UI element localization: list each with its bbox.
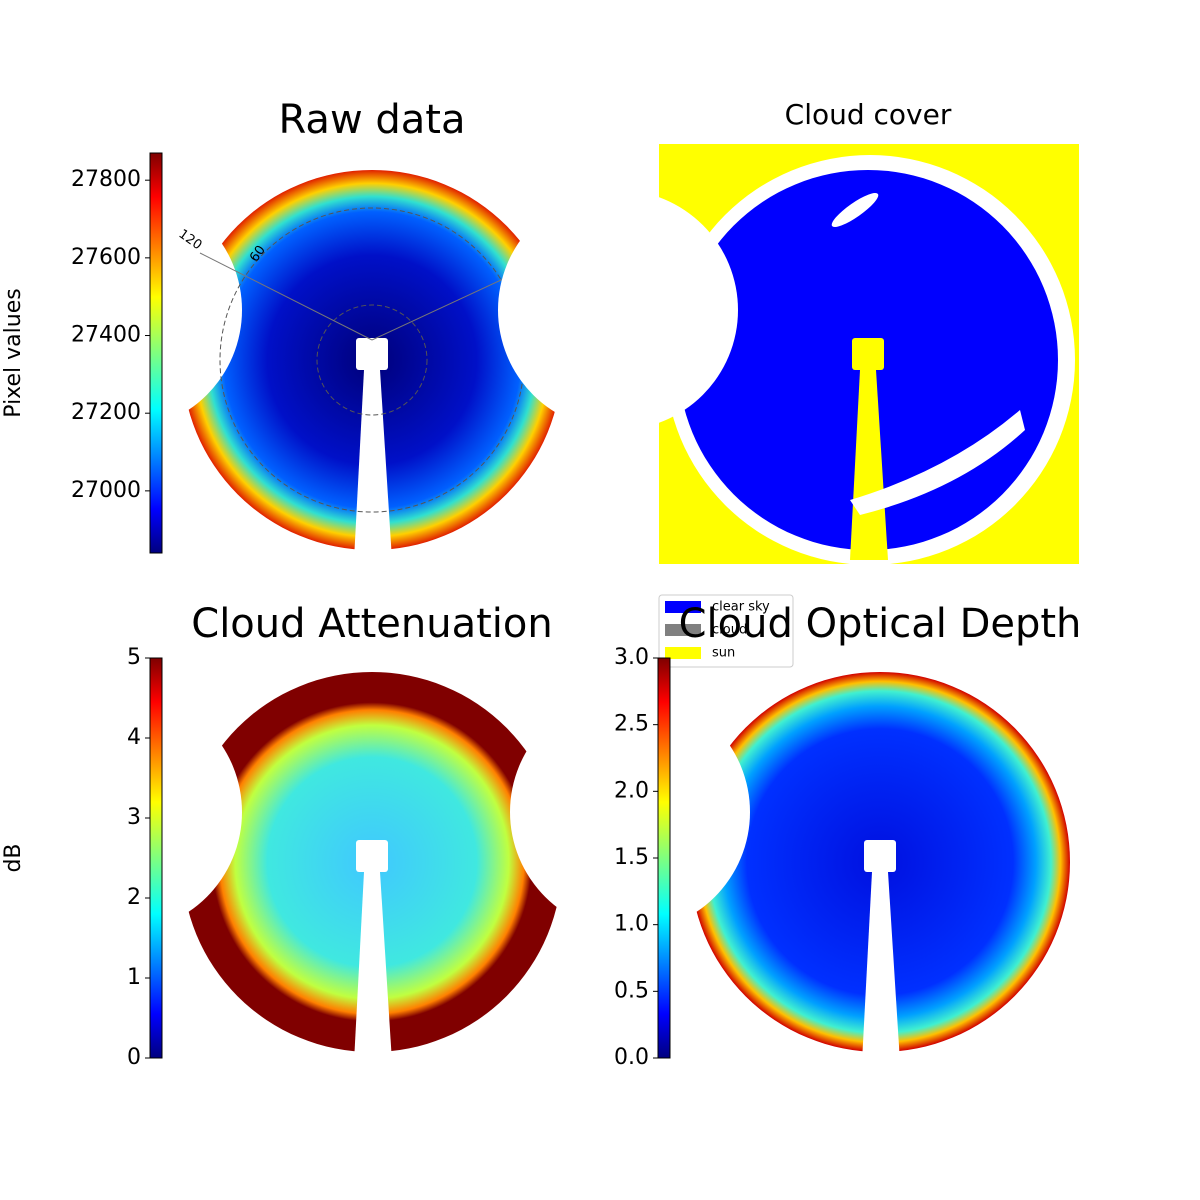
legend-swatch <box>665 601 701 613</box>
colorbar-tick-label: 27600 <box>71 245 141 270</box>
panel: 0 1 2 3 4 5 dB <box>1 645 562 1070</box>
horizon-cutout <box>498 190 738 430</box>
colorbar-tick-label: 1.5 <box>614 845 649 870</box>
colorbar-tick-label: 1 <box>127 965 141 990</box>
colorbar-tick-label: 2 <box>127 885 141 910</box>
colorbar <box>149 152 163 554</box>
polar-ring <box>316 304 428 416</box>
legend-swatch <box>665 647 701 659</box>
horizon-cutout <box>2 692 242 932</box>
colorbar-tick-label: 3 <box>127 805 141 830</box>
sun-shade <box>852 338 884 370</box>
legend-label: cloud <box>712 623 747 638</box>
legend-label: clear sky <box>712 600 770 615</box>
legend: clear sky cloud sun <box>658 594 794 668</box>
camera-mast <box>354 370 392 560</box>
colorbar <box>657 657 671 1059</box>
panel-title: Cloud cover <box>785 98 952 131</box>
cloud-band <box>850 410 1025 515</box>
horizon-cutout <box>2 190 242 430</box>
colorbar-tick-label: 2.0 <box>614 778 649 803</box>
horizon-cutout <box>510 692 750 932</box>
panel: clear sky cloud sun <box>498 144 1079 668</box>
colorbar-tick-label: 1.0 <box>614 912 649 937</box>
sun-shade <box>356 338 388 370</box>
colorbar-label: dB <box>1 843 26 872</box>
legend-label: sun <box>712 646 735 661</box>
panel-title: Raw data <box>279 97 466 143</box>
colorbar-tick-label: 27200 <box>71 400 141 425</box>
colorbar-tick-label: 0.0 <box>614 1045 649 1070</box>
colorbar <box>149 657 163 1059</box>
colorbar-tick-label: 27800 <box>71 167 141 192</box>
colorbar-tick-label: 0.5 <box>614 978 649 1003</box>
panel-title: Cloud Optical Depth <box>679 601 1082 647</box>
panel: 120602402700027200274002760027800Pixel v… <box>1 152 573 560</box>
polar-spoke <box>199 252 373 341</box>
panel-title: Cloud Attenuation <box>191 601 552 647</box>
legend-swatch <box>665 624 701 636</box>
colorbar-tick-label: 27400 <box>71 323 141 348</box>
colorbar-tick-label: 27000 <box>71 478 141 503</box>
panel: 0.0 0.5 1.0 1.5 2.0 2.5 3.0 <box>510 645 1070 1070</box>
colorbar-tick-label: 4 <box>127 725 141 750</box>
camera-mast <box>354 872 392 1062</box>
colorbar-tick-label: 5 <box>127 645 141 670</box>
cloud-patch <box>831 192 879 228</box>
camera-mast <box>862 872 900 1062</box>
colorbar-tick-label: 0 <box>127 1045 141 1070</box>
sun-shade <box>356 840 388 872</box>
colorbar-tick-label: 3.0 <box>614 645 649 670</box>
colorbar-label: Pixel values <box>1 288 26 417</box>
sun-shade <box>864 840 896 872</box>
colorbar-tick-label: 2.5 <box>614 712 649 737</box>
